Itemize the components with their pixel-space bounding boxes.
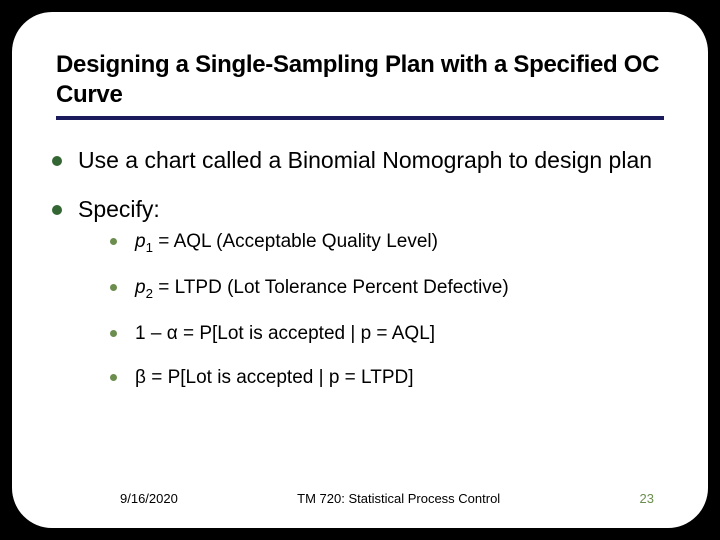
bullet-item: Specify: [52, 195, 664, 224]
sub-bullet-icon [110, 330, 117, 337]
bullet-icon [52, 156, 62, 166]
sub-bullet-item: β = P[Lot is accepted | p = LTPD] [110, 366, 664, 391]
sub-bullet-item: p1 = AQL (Acceptable Quality Level) [110, 230, 664, 256]
slide-footer: 9/16/2020 TM 720: Statistical Process Co… [56, 491, 664, 506]
bullet-icon [52, 205, 62, 215]
sub-bullet-icon [110, 238, 117, 245]
bullet-item: Use a chart called a Binomial Nomograph … [52, 146, 664, 175]
bullet-text: Use a chart called a Binomial Nomograph … [78, 146, 652, 175]
sub-bullet-item: 1 – α = P[Lot is accepted | p = AQL] [110, 322, 664, 347]
slide-panel: Designing a Single-Sampling Plan with a … [12, 12, 708, 528]
slide-title: Designing a Single-Sampling Plan with a … [56, 50, 664, 120]
sub-bullet-list: p1 = AQL (Acceptable Quality Level) p2 =… [110, 230, 664, 392]
footer-title: TM 720: Statistical Process Control [158, 491, 640, 506]
sub-bullet-text: β = P[Lot is accepted | p = LTPD] [135, 366, 414, 391]
footer-page-number: 23 [640, 491, 654, 506]
sub-bullet-text: p1 = AQL (Acceptable Quality Level) [135, 230, 438, 256]
bullet-text: Specify: [78, 195, 160, 224]
sub-bullet-icon [110, 374, 117, 381]
sub-bullet-text: p2 = LTPD (Lot Tolerance Percent Defecti… [135, 276, 509, 302]
sub-bullet-item: p2 = LTPD (Lot Tolerance Percent Defecti… [110, 276, 664, 302]
sub-bullet-icon [110, 284, 117, 291]
sub-bullet-text: 1 – α = P[Lot is accepted | p = AQL] [135, 322, 435, 347]
